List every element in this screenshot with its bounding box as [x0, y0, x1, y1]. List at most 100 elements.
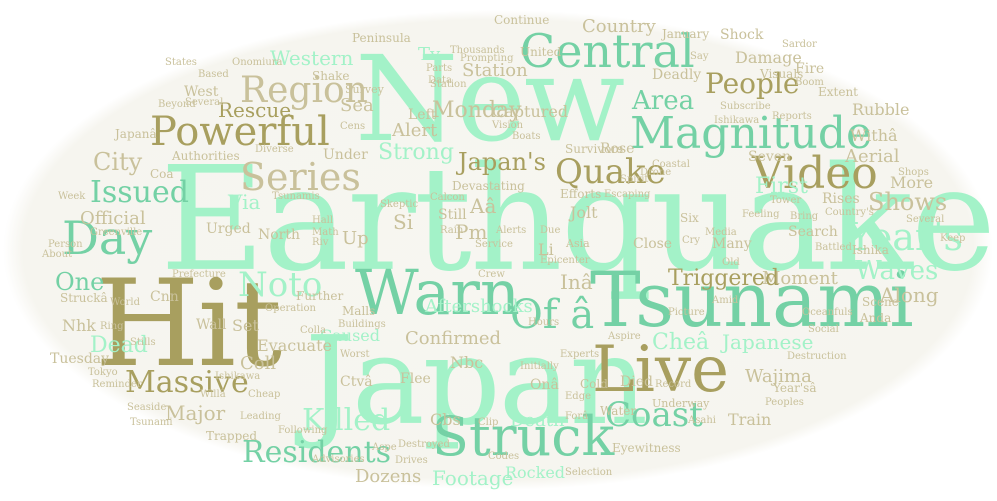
cloud-word: Shock	[720, 27, 764, 43]
cloud-word: Service	[475, 239, 513, 250]
cloud-word: Monday	[432, 98, 522, 123]
cloud-word: Withâ	[850, 126, 898, 145]
cloud-word: More	[890, 173, 934, 192]
cloud-word: Deadly	[652, 67, 702, 83]
cloud-word: Selection	[565, 467, 613, 478]
cloud-word: North	[258, 227, 301, 243]
cloud-word: Picture	[668, 307, 705, 318]
cloud-word: Leading	[240, 411, 281, 422]
cloud-word: Anda	[860, 311, 892, 325]
cloud-word: States	[165, 57, 197, 68]
cloud-word: Earthquake	[160, 136, 996, 304]
cloud-word: Aftershocks	[425, 296, 533, 317]
cloud-word: Fire	[795, 61, 825, 77]
cloud-word: Experts	[560, 349, 600, 360]
cloud-word: Tsunamis	[272, 191, 320, 202]
cloud-word: Official	[80, 208, 146, 229]
cloud-word: Aerial	[845, 146, 900, 167]
cloud-word: Under	[323, 147, 368, 163]
cloud-word: Riv	[312, 237, 329, 248]
cloud-word: Crew	[478, 269, 505, 280]
cloud-word: Day	[62, 211, 153, 265]
cloud-word: Old	[722, 257, 740, 268]
cloud-word: Along	[880, 283, 939, 307]
cloud-word: Data	[428, 75, 452, 86]
cloud-word: Tsunami	[590, 255, 914, 344]
cloud-word: Massive	[125, 365, 249, 400]
cloud-word: Coast	[605, 395, 703, 435]
cloud-word: Feeling	[742, 209, 780, 220]
cloud-word: Japan's	[458, 148, 546, 176]
cloud-word: Diverse	[255, 144, 294, 155]
cloud-word: Tuesday	[50, 351, 110, 367]
cloud-word: Dozens	[355, 466, 422, 487]
cloud-word: Following	[278, 425, 328, 436]
cloud-word: Residents	[242, 435, 392, 470]
cloud-word: Rose	[600, 141, 635, 157]
cloud-word: City	[93, 148, 143, 176]
cloud-word: Several	[906, 214, 945, 225]
cloud-word: Strong	[378, 140, 454, 165]
cloud-word: Survivors	[565, 142, 624, 156]
cloud-word: Western	[270, 46, 354, 70]
cloud-word: Rises	[822, 191, 860, 207]
cloud-word: Alerts	[496, 225, 527, 236]
cloud-word: Up	[342, 228, 369, 249]
cloud-word: Rain	[440, 225, 464, 236]
cloud-word: Inâ	[560, 270, 593, 294]
cloud-word: Evacuate	[257, 336, 332, 355]
cloud-word: Country's	[825, 207, 874, 218]
cloud-word: Live	[592, 333, 729, 407]
cloud-word: Social	[808, 324, 839, 335]
cloud-word: Boom	[795, 77, 824, 88]
cloud-word: Scene	[862, 295, 899, 309]
cloud-word: Trapped	[206, 429, 258, 443]
cloud-word: Prompting	[460, 53, 514, 64]
cloud-word: Country	[582, 16, 656, 37]
cloud-word: Noto	[238, 265, 323, 305]
cloud-word: Sea	[340, 95, 374, 116]
cloud-word: Killed	[302, 403, 391, 438]
cloud-word: Set	[232, 316, 259, 335]
cloud-word: Cry	[682, 235, 701, 246]
cloud-word: Operation	[265, 303, 316, 314]
cloud-word: Coastal	[652, 159, 690, 170]
cloud-word: Close	[633, 236, 673, 252]
cloud-word: Cheap	[248, 389, 281, 400]
cloud-word: Seven	[748, 149, 792, 165]
cloud-word: Japan	[305, 310, 648, 452]
cloud-word: Coa	[150, 167, 174, 181]
cloud-word: Aâ	[470, 194, 497, 218]
cloud-word: Alert	[392, 120, 438, 141]
cloud-word: Quake	[555, 152, 666, 192]
cloud-word: Urged	[206, 221, 251, 237]
cloud-word: Cheâ	[652, 330, 710, 355]
cloud-word: Boats	[512, 131, 541, 142]
cloud-word: Ishika	[852, 243, 889, 257]
cloud-word: United	[520, 45, 562, 59]
cloud-word: Struckâ	[60, 291, 108, 305]
cloud-word: Area	[632, 86, 695, 116]
cloud-word: January	[662, 27, 710, 41]
cloud-word: Authorities	[172, 149, 240, 163]
cloud-word: Of â	[510, 292, 595, 338]
cloud-word: Keep	[940, 233, 966, 244]
cloud-word: Underway	[652, 397, 710, 410]
cloud-word: Li	[538, 240, 554, 259]
cloud-word: Vision	[492, 120, 524, 131]
cloud-word: Cold	[580, 377, 608, 391]
cloud-word: Tsunami	[130, 417, 173, 428]
cloud-word: Many	[712, 236, 752, 252]
cloud-word: Flee	[400, 371, 431, 387]
cloud-word: Survey	[345, 83, 384, 96]
cloud-word: Visuals	[760, 67, 804, 81]
cloud-word: Still	[438, 207, 467, 223]
cloud-word: Station	[430, 79, 467, 90]
cloud-word: Pm	[455, 220, 488, 244]
cloud-word: Reports	[772, 111, 812, 122]
cloud-word: Moment	[762, 268, 838, 289]
cloud-word: Initially	[520, 361, 559, 372]
cloud-word: Left	[408, 107, 437, 123]
cloud-word: Seaside	[127, 402, 167, 413]
cloud-word: Region	[240, 70, 368, 111]
